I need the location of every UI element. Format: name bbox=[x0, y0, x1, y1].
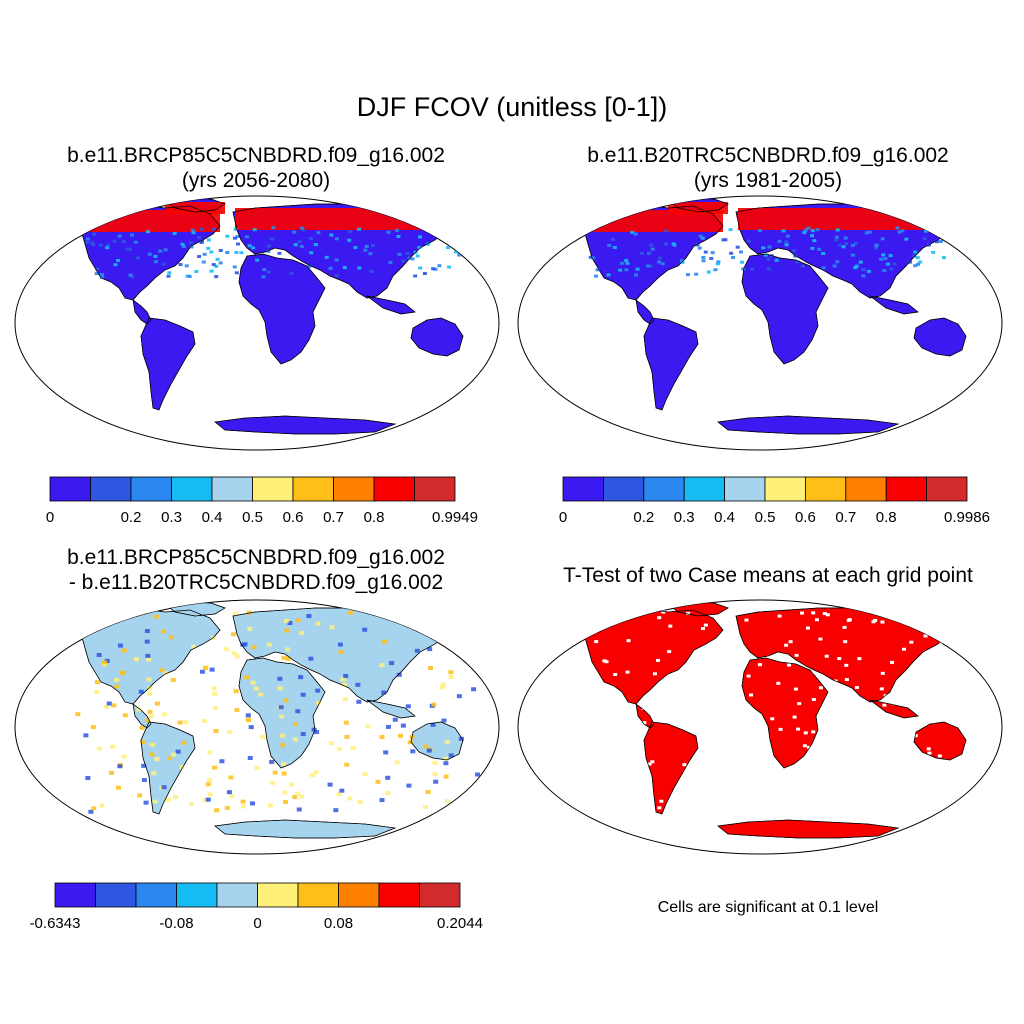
case-colorbar-swatch bbox=[211, 476, 253, 502]
control-land-fill bbox=[583, 197, 970, 435]
significance-note: Cells are significant at 0.1 level bbox=[657, 899, 879, 916]
control-colorbar-swatch bbox=[562, 476, 604, 502]
difference-panel-title-line2: - b.e11.B20TRC5CNBDRD.f09_g16.002 bbox=[68, 571, 444, 594]
difference-colorbar-swatch bbox=[297, 882, 339, 908]
case-colorbar-tick-label: 0 bbox=[46, 509, 54, 526]
control-colorbar-swatch bbox=[764, 476, 806, 502]
difference-colorbar-swatch bbox=[338, 882, 380, 908]
control-panel-title: b.e11.B20TRC5CNBDRD.f09_g16.002 (yrs 198… bbox=[512, 143, 1024, 193]
case-colorbar-swatch bbox=[252, 476, 294, 502]
control-high-latitude-band bbox=[588, 202, 970, 278]
control-colorbar-tick-label: 0.4 bbox=[714, 509, 735, 526]
case-panel-title-line1: b.e11.BRCP85C5CNBDRD.f09_g16.002 bbox=[67, 144, 445, 167]
control-colorbar-tick-label: 0 bbox=[559, 509, 567, 526]
difference-panel-title-line1: b.e11.BRCP85C5CNBDRD.f09_g16.002 bbox=[67, 546, 445, 569]
difference-colorbar-swatch bbox=[176, 882, 218, 908]
case-colorbar-swatch bbox=[49, 476, 91, 502]
case-colorbar-swatch bbox=[333, 476, 375, 502]
difference-colorbar-swatch bbox=[378, 882, 420, 908]
difference-colorbar-tick-label: 0 bbox=[253, 915, 261, 932]
difference-texture bbox=[75, 610, 480, 814]
case-colorbar-tick-label: 0.6 bbox=[283, 509, 304, 526]
control-colorbar-tick-label: 0.5 bbox=[755, 509, 776, 526]
case-colorbar-tick-label: 0.5 bbox=[242, 509, 263, 526]
case-colorbar-tick-label: 0.9949 bbox=[432, 509, 478, 526]
control-panel-title-line1: b.e11.B20TRC5CNBDRD.f09_g16.002 bbox=[587, 144, 949, 167]
case-panel-title-line2: (yrs 2056-2080) bbox=[181, 169, 331, 192]
difference-colorbar-swatch bbox=[54, 882, 96, 908]
case-colorbar-swatch bbox=[414, 476, 456, 502]
case-colorbar-tick-label: 0.4 bbox=[202, 509, 223, 526]
case-colorbar-swatch bbox=[171, 476, 213, 502]
difference-colorbar: -0.6343 -0.08 0 0.08 0.2044 bbox=[30, 882, 483, 932]
case-colorbar-swatch bbox=[90, 476, 132, 502]
difference-panel-title: b.e11.BRCP85C5CNBDRD.f09_g16.002 - b.e11… bbox=[0, 545, 512, 595]
case-colorbar-swatch bbox=[130, 476, 172, 502]
control-colorbar-swatch bbox=[643, 476, 685, 502]
difference-colorbar-tick-label: 0.08 bbox=[324, 915, 353, 932]
case-colorbar-tick-label: 0.3 bbox=[161, 509, 182, 526]
control-colorbar-tick-label: 0.9986 bbox=[944, 509, 990, 526]
difference-land-fill bbox=[75, 601, 480, 839]
difference-colorbar-swatch bbox=[257, 882, 299, 908]
control-colorbar-tick-label: 0.8 bbox=[876, 509, 897, 526]
ttest-panel-title-line1: T-Test of two Case means at each grid po… bbox=[563, 564, 973, 587]
case-map-panel bbox=[14, 195, 500, 451]
control-colorbar-swatch bbox=[845, 476, 887, 502]
control-panel-title-line2: (yrs 1981-2005) bbox=[693, 169, 843, 192]
control-map-panel bbox=[517, 195, 1003, 451]
control-colorbar-swatch bbox=[805, 476, 847, 502]
control-colorbar: 0 0.2 0.3 0.4 0.5 0.6 0.7 0.8 0.9986 bbox=[559, 476, 990, 526]
figure-title: DJF FCOV (unitless [0-1]) bbox=[356, 92, 668, 122]
difference-colorbar-swatch bbox=[419, 882, 461, 908]
case-colorbar: 0 0.2 0.3 0.4 0.5 0.6 0.7 0.8 0.9949 bbox=[46, 476, 478, 526]
control-colorbar-swatch bbox=[926, 476, 968, 502]
case-colorbar-tick-label: 0.8 bbox=[364, 509, 385, 526]
control-colorbar-tick-label: 0.3 bbox=[674, 509, 695, 526]
ttest-map-panel bbox=[517, 599, 1003, 855]
difference-colorbar-swatch bbox=[95, 882, 137, 908]
difference-colorbar-swatch bbox=[216, 882, 258, 908]
difference-colorbar-tick-label: -0.6343 bbox=[30, 915, 81, 932]
control-colorbar-swatch bbox=[724, 476, 766, 502]
ttest-insignificant-cells bbox=[578, 610, 982, 810]
case-colorbar-swatch bbox=[292, 476, 334, 502]
control-colorbar-swatch bbox=[603, 476, 645, 502]
difference-colorbar-tick-label: -0.08 bbox=[159, 915, 193, 932]
ttest-land-fill bbox=[578, 601, 982, 839]
case-panel-title: b.e11.BRCP85C5CNBDRD.f09_g16.002 (yrs 20… bbox=[0, 143, 512, 193]
control-colorbar-tick-label: 0.6 bbox=[795, 509, 816, 526]
difference-colorbar-swatch bbox=[135, 882, 177, 908]
case-colorbar-tick-label: 0.7 bbox=[323, 509, 344, 526]
case-colorbar-tick-label: 0.2 bbox=[121, 509, 142, 526]
control-colorbar-swatch bbox=[683, 476, 726, 502]
case-colorbar-swatch bbox=[373, 476, 415, 502]
control-colorbar-swatch bbox=[885, 476, 928, 502]
difference-colorbar-tick-label: 0.2044 bbox=[437, 915, 483, 932]
control-colorbar-tick-label: 0.7 bbox=[835, 509, 856, 526]
difference-map-panel bbox=[14, 599, 500, 855]
control-colorbar-tick-label: 0.2 bbox=[633, 509, 654, 526]
ttest-panel-title: T-Test of two Case means at each grid po… bbox=[512, 563, 1024, 588]
